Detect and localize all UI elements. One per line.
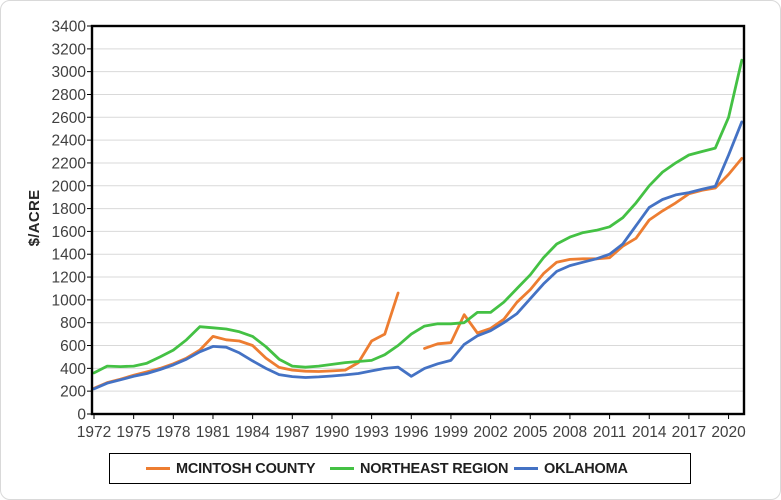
svg-text:1981: 1981 bbox=[196, 424, 230, 441]
svg-text:3200: 3200 bbox=[52, 41, 87, 58]
svg-text:800: 800 bbox=[60, 315, 86, 332]
svg-text:1200: 1200 bbox=[52, 270, 87, 287]
legend-swatch-mcintosh-county bbox=[146, 466, 170, 471]
svg-text:0: 0 bbox=[77, 407, 86, 424]
svg-text:1800: 1800 bbox=[52, 201, 87, 218]
svg-text:2017: 2017 bbox=[672, 424, 706, 441]
svg-text:2000: 2000 bbox=[52, 178, 87, 195]
svg-text:2200: 2200 bbox=[52, 155, 87, 172]
svg-text:1400: 1400 bbox=[52, 247, 87, 264]
y-axis-labels: 0 200 400 600 800 1000 1200 1400 1600 1800 2000 220… bbox=[52, 19, 87, 424]
svg-text:400: 400 bbox=[60, 361, 86, 378]
legend-swatch-northeast-region bbox=[330, 466, 354, 471]
svg-text:2002: 2002 bbox=[473, 424, 507, 441]
svg-text:2008: 2008 bbox=[553, 424, 587, 441]
series-line-northeast-region bbox=[92, 58, 744, 375]
svg-text:2600: 2600 bbox=[52, 110, 87, 127]
svg-text:1993: 1993 bbox=[354, 424, 388, 441]
legend-item-mcintosh-county: MCINTOSH COUNTY bbox=[146, 460, 316, 477]
series-line-oklahoma bbox=[92, 120, 744, 391]
legend-item-northeast-region: NORTHEAST REGION bbox=[330, 461, 508, 477]
svg-text:2800: 2800 bbox=[52, 87, 87, 104]
svg-text:600: 600 bbox=[60, 338, 86, 355]
svg-text:1000: 1000 bbox=[52, 292, 87, 309]
legend-label: OKLAHOMA bbox=[544, 460, 628, 477]
svg-text:1996: 1996 bbox=[394, 424, 428, 441]
svg-text:3000: 3000 bbox=[52, 64, 87, 81]
svg-text:2005: 2005 bbox=[513, 424, 547, 441]
svg-text:1978: 1978 bbox=[156, 424, 190, 441]
svg-text:1999: 1999 bbox=[434, 424, 468, 441]
legend-label: MCINTOSH COUNTY bbox=[176, 460, 316, 477]
svg-text:2011: 2011 bbox=[593, 424, 626, 441]
svg-text:1975: 1975 bbox=[116, 424, 150, 441]
legend: MCINTOSH COUNTY NORTHEAST REGION OKLAHOMA bbox=[109, 453, 691, 484]
gridlines bbox=[92, 48, 744, 392]
svg-text:2014: 2014 bbox=[632, 424, 667, 441]
svg-text:1984: 1984 bbox=[235, 424, 270, 441]
svg-text:1990: 1990 bbox=[315, 424, 350, 441]
x-axis-labels: 1972 1975 1978 1981 1984 1987 1990 1993 1996 1999… bbox=[77, 424, 746, 441]
svg-text:1600: 1600 bbox=[52, 224, 87, 241]
svg-text:1987: 1987 bbox=[275, 424, 309, 441]
svg-text:3400: 3400 bbox=[52, 19, 87, 36]
legend-label: NORTHEAST REGION bbox=[360, 460, 509, 477]
plot-border bbox=[90, 24, 746, 416]
svg-text:2400: 2400 bbox=[52, 133, 87, 150]
svg-text:200: 200 bbox=[60, 384, 86, 401]
legend-item-oklahoma: OKLAHOMA bbox=[514, 461, 628, 477]
svg-text:1972: 1972 bbox=[77, 424, 111, 441]
legend-swatch-oklahoma bbox=[514, 466, 538, 471]
svg-text:2020: 2020 bbox=[711, 424, 746, 441]
